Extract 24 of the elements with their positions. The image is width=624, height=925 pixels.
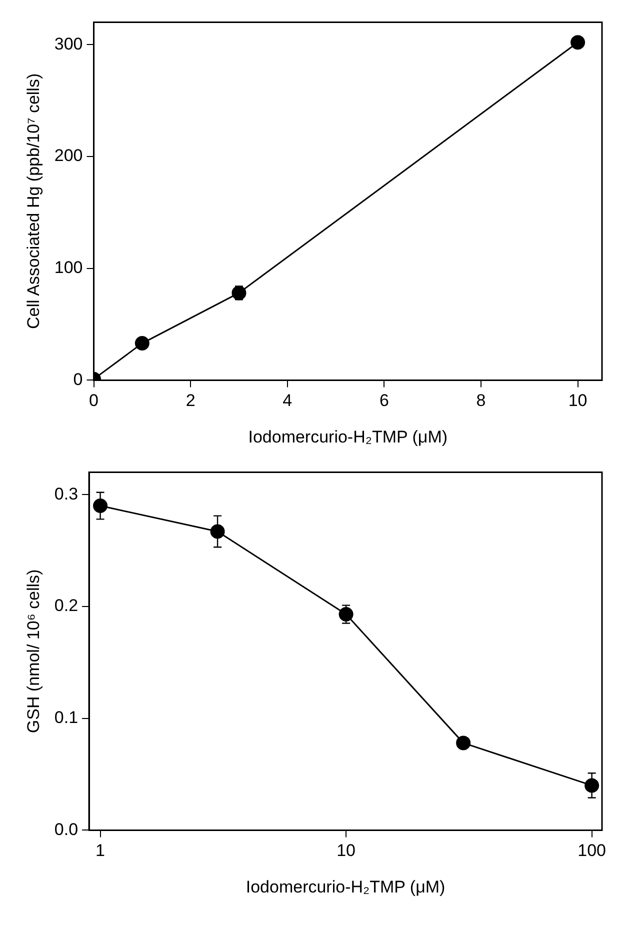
x-tick-label: 8 xyxy=(476,391,486,410)
x-tick-label: 4 xyxy=(282,391,292,410)
y-tick-label: 200 xyxy=(54,146,83,166)
y-tick-label: 100 xyxy=(54,258,83,278)
y-tick-label: 300 xyxy=(54,34,83,54)
x-axis-title: Iodomercurio-H₂TMP (μM) xyxy=(248,427,448,446)
x-tick-label: 0 xyxy=(89,391,98,410)
y-tick-label: 0.2 xyxy=(54,596,78,616)
y-axis-title: GSH (nmol/ 10⁶ cells) xyxy=(24,569,43,734)
x-axis-title: Iodomercurio-H₂TMP (μM) xyxy=(246,877,446,896)
point xyxy=(134,336,150,351)
x-tick-label: 10 xyxy=(568,391,588,410)
y-tick-label: 0.0 xyxy=(54,820,78,839)
x-tick-label: 2 xyxy=(186,391,196,410)
y-axis-title: Cell Associated Hg (ppb/10⁷ cells) xyxy=(24,73,43,330)
x-tick-label: 100 xyxy=(578,841,606,860)
y-tick-label: 0.3 xyxy=(54,484,78,504)
y-tick-label: 0 xyxy=(73,370,83,389)
y-tick-label: 0.1 xyxy=(54,708,78,728)
point xyxy=(570,35,586,50)
x-tick-label: 6 xyxy=(379,391,389,410)
point xyxy=(338,607,354,622)
x-tick-label: 10 xyxy=(336,841,356,860)
x-tick-label: 1 xyxy=(96,841,106,860)
